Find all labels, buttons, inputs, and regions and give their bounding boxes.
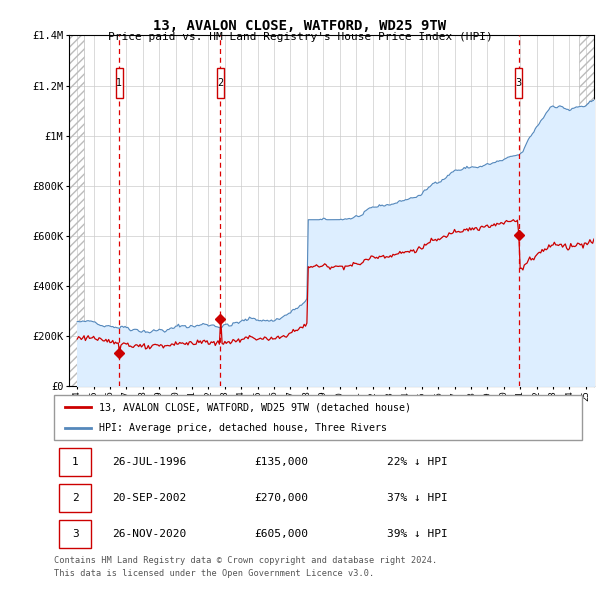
FancyBboxPatch shape <box>54 395 582 440</box>
Text: 37% ↓ HPI: 37% ↓ HPI <box>386 493 448 503</box>
Text: 13, AVALON CLOSE, WATFORD, WD25 9TW: 13, AVALON CLOSE, WATFORD, WD25 9TW <box>154 19 446 33</box>
Text: 3: 3 <box>515 78 521 88</box>
Text: This data is licensed under the Open Government Licence v3.0.: This data is licensed under the Open Gov… <box>54 569 374 578</box>
Text: 1: 1 <box>72 457 79 467</box>
Text: Price paid vs. HM Land Registry's House Price Index (HPI): Price paid vs. HM Land Registry's House … <box>107 32 493 42</box>
Text: 1: 1 <box>116 78 122 88</box>
Text: 20-SEP-2002: 20-SEP-2002 <box>112 493 187 503</box>
Text: £135,000: £135,000 <box>254 457 308 467</box>
Text: 2: 2 <box>217 78 223 88</box>
FancyBboxPatch shape <box>217 68 224 98</box>
Text: 3: 3 <box>72 529 79 539</box>
FancyBboxPatch shape <box>116 68 123 98</box>
Text: 13, AVALON CLOSE, WATFORD, WD25 9TW (detached house): 13, AVALON CLOSE, WATFORD, WD25 9TW (det… <box>99 402 411 412</box>
Text: 26-NOV-2020: 26-NOV-2020 <box>112 529 187 539</box>
FancyBboxPatch shape <box>59 520 91 548</box>
FancyBboxPatch shape <box>59 448 91 476</box>
Text: Contains HM Land Registry data © Crown copyright and database right 2024.: Contains HM Land Registry data © Crown c… <box>54 556 437 565</box>
FancyBboxPatch shape <box>515 68 522 98</box>
Text: £270,000: £270,000 <box>254 493 308 503</box>
Text: 39% ↓ HPI: 39% ↓ HPI <box>386 529 448 539</box>
Text: HPI: Average price, detached house, Three Rivers: HPI: Average price, detached house, Thre… <box>99 422 387 432</box>
Text: 2: 2 <box>72 493 79 503</box>
Text: £605,000: £605,000 <box>254 529 308 539</box>
FancyBboxPatch shape <box>59 484 91 512</box>
Text: 26-JUL-1996: 26-JUL-1996 <box>112 457 187 467</box>
Text: 22% ↓ HPI: 22% ↓ HPI <box>386 457 448 467</box>
